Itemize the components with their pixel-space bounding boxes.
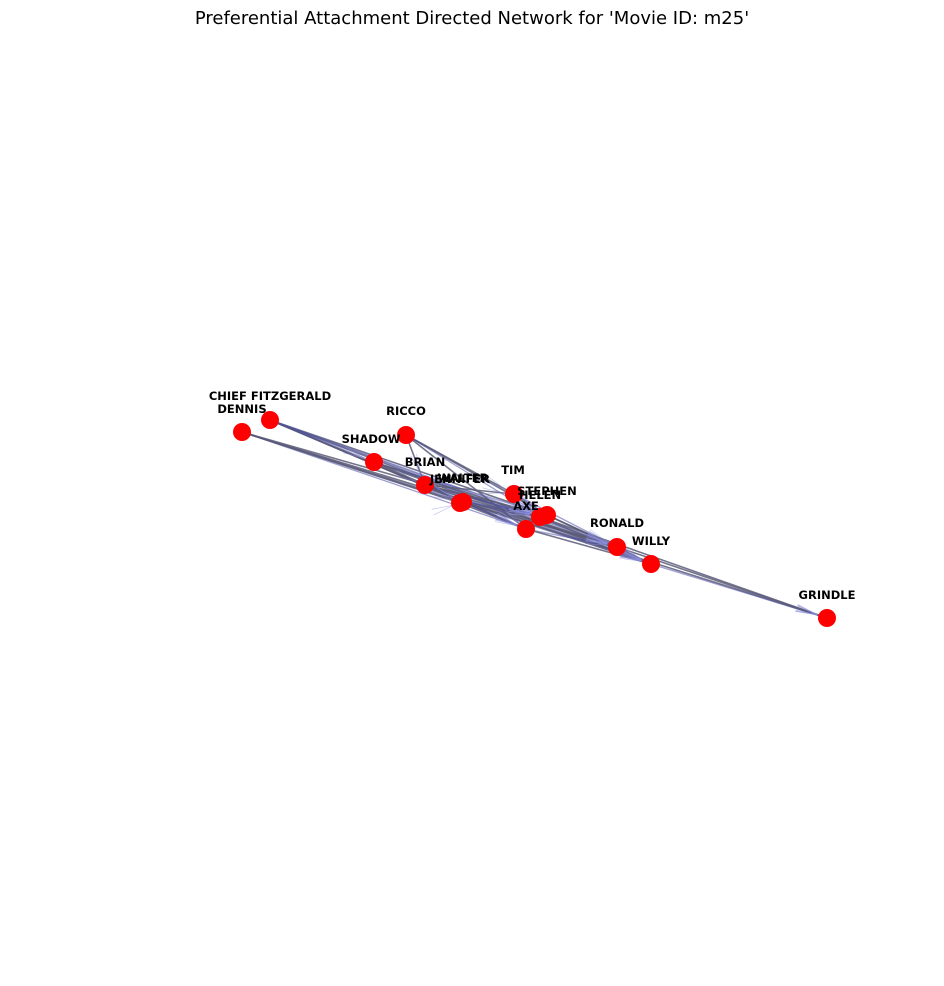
edge-chief-fitzgerald-to-shadow [269, 419, 375, 463]
arrowhead-ronald-to-willy [620, 546, 643, 560]
arrowhead-ronald-to-grindle [795, 604, 818, 616]
node-label-walter: WALTER [437, 471, 488, 485]
arrowhead-axe-to-ronald [585, 537, 608, 546]
arrowhead-walter-to-willy [619, 550, 642, 562]
arrowhead-ricco-to-tim [484, 475, 506, 490]
arrowhead-brian-to-tim [481, 487, 505, 495]
node-label-brian: BRIAN [405, 455, 445, 469]
edge-chief-fitzgerald-to-stephen [269, 419, 548, 516]
node-walter [454, 493, 472, 511]
arrowhead-walter-to-axe [495, 513, 517, 526]
node-willy [642, 555, 660, 573]
node-label-shadow: SHADOW [342, 432, 401, 446]
node-label-willy: WILLY [632, 534, 671, 548]
arrowhead-chief-fitzgerald-to-brian [394, 469, 416, 482]
arrowhead-helen-to-willy [620, 548, 642, 561]
edge-brian-to-stephen [424, 484, 548, 516]
node-label-tim: TIM [501, 463, 525, 477]
node-dennis [233, 423, 251, 441]
edge-axe-to-ronald [525, 528, 618, 548]
node-label-jennifer: JENNIFER [429, 472, 490, 486]
node-chief-fitzgerald [261, 411, 279, 429]
edge-willy-to-grindle [650, 563, 828, 619]
arrowhead-stephen-to-ronald [586, 530, 609, 544]
arrowhead-ricco-to-axe [498, 506, 519, 524]
arrowhead-brian-to-helen [508, 505, 531, 515]
node-tim [505, 485, 523, 503]
node-label-chief-fitzgerald: CHIEF FITZGERALD [209, 389, 331, 403]
arrowhead-tim-to-ronald [587, 529, 609, 543]
edge-chief-fitzgerald-to-helen [269, 419, 541, 518]
arrowhead-helen-to-ronald [586, 532, 608, 544]
arrowhead-walter-to-ronald [585, 534, 608, 545]
node-label-grindle: GRINDLE [799, 588, 856, 602]
node-brian [416, 476, 434, 494]
node-axe [517, 520, 535, 538]
node-helen [531, 508, 549, 526]
node-ricco [397, 426, 415, 444]
arrowhead-tim-to-helen [513, 493, 533, 511]
node-label-ronald: RONALD [590, 516, 644, 530]
arrowhead-ricco-to-brian [410, 453, 422, 476]
arrowhead-chief-fitzgerald-to-shadow [343, 446, 365, 459]
node-label-helen: HELEN [519, 488, 561, 502]
arrowhead-dennis-to-axe [494, 515, 517, 527]
arrowheads-layer [343, 446, 818, 616]
node-grindle [818, 609, 836, 627]
arrowhead-walter-to-helen [507, 507, 531, 516]
node-ronald [608, 538, 626, 556]
nodes-layer [233, 411, 836, 627]
edge-brian-to-tim [424, 484, 515, 495]
node-label-dennis: DENNIS [217, 402, 266, 416]
node-shadow [365, 453, 383, 471]
arrowhead-axe-to-willy [619, 552, 642, 562]
node-label-ricco: RICCO [386, 404, 426, 418]
node-label-stephen: STEPHEN [517, 484, 577, 498]
edge-ricco-to-helen [405, 434, 541, 518]
chart-title: Preferential Attachment Directed Network… [195, 8, 749, 29]
node-label-axe: AXE [513, 499, 539, 513]
